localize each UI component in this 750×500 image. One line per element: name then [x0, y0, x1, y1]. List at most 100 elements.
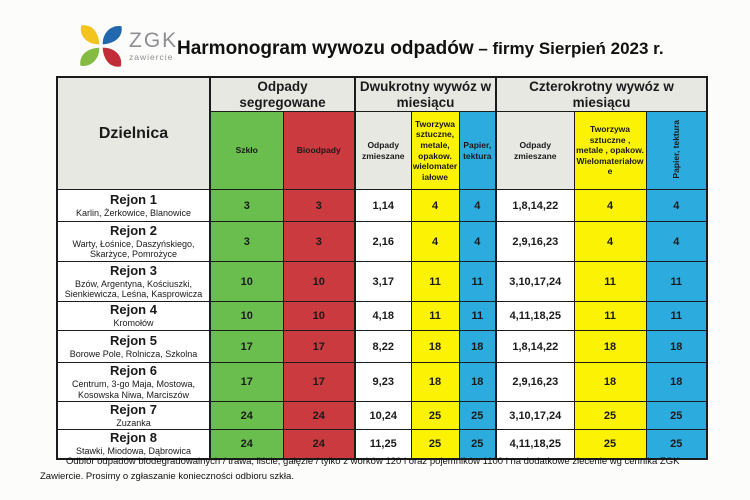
cell-tworzywa-4x: 11 [573, 261, 647, 303]
logo-zgk-label: ZGK [129, 29, 179, 53]
region-name: Rejon 6 [110, 363, 157, 379]
subheader-papier-4x: Papier, tektura [645, 111, 709, 191]
cell-odpady-zmieszane-2x: 8,22 [354, 330, 412, 364]
subheader-tworzywa-2x: Tworzywa sztuczne, metale, opakow. wielo… [410, 111, 460, 191]
cell-odpady-zmieszane-2x: 9,23 [354, 362, 412, 403]
cell-odpady-zmieszane-2x: 10,24 [354, 401, 412, 431]
table-row: Rejon 4 Kromołów 10 10 4,18 11 11 4,11,1… [56, 301, 709, 332]
region-streets: Borowe Pole, Rolnicza, Szkolna [69, 348, 198, 359]
cell-tworzywa-2x: 18 [410, 330, 460, 364]
cell-odpady-zmieszane-4x: 3,10,17,24 [495, 261, 575, 303]
cell-papier-4x: 11 [645, 261, 709, 303]
cell-papier-2x: 11 [458, 261, 498, 303]
table-row: Rejon 3 Bzów, Argentyna, Kościuszki, Sie… [56, 261, 709, 303]
region-name: Rejon 2 [110, 222, 157, 238]
cell-tworzywa-4x: 18 [573, 362, 647, 403]
page-title: Harmonogram wywozu odpadów – firmy Sierp… [177, 38, 697, 60]
table-row: Rejon 2 Warty, Łośnice, Daszyńskiego, Sk… [56, 221, 709, 263]
region-name: Rejon 8 [110, 430, 157, 446]
region-streets: Karlin, Żerkowice, Blanowice [75, 207, 192, 218]
cell-papier-2x: 18 [458, 330, 498, 364]
cell-tworzywa-4x: 4 [573, 221, 647, 263]
cell-odpady-zmieszane-4x: 3,10,17,24 [495, 401, 575, 431]
cell-bioodpady: 3 [282, 221, 357, 263]
region-name: Rejon 1 [110, 191, 157, 207]
cell-odpady-zmieszane-2x: 4,18 [354, 301, 412, 332]
cell-papier-4x: 25 [645, 429, 709, 460]
footer-note: Odbiór odpadów biodegradowalnych / trawa… [40, 456, 680, 482]
cell-bioodpady: 10 [282, 261, 357, 303]
cell-papier-4x: 18 [645, 330, 709, 364]
cell-szklo: 17 [209, 330, 284, 364]
subheader-tworzywa-4x: Tworzywa sztuczne , metale , opakow. Wie… [573, 111, 647, 191]
subheader-odpady-zmieszane-2x: Odpady zmieszane [354, 111, 412, 191]
district-cell: Rejon 7 Zuzanka [56, 401, 211, 431]
table-row: Rejon 7 Zuzanka 24 24 10,24 25 25 3,10,1… [56, 401, 709, 431]
cell-odpady-zmieszane-2x: 2,16 [354, 221, 412, 263]
page-title-suffix: – firmy Sierpień 2023 r. [473, 39, 664, 58]
cell-bioodpady: 17 [282, 330, 357, 364]
cell-tworzywa-2x: 25 [410, 401, 460, 431]
cell-szklo: 10 [209, 301, 284, 332]
group-header-segregowane: Odpady segregowane [209, 76, 357, 113]
cell-odpady-zmieszane-2x: 11,25 [354, 429, 412, 460]
region-streets: Stawki, Miodowa, Dąbrowica [75, 446, 192, 457]
subheader-odpady-zmieszane-4x: Odpady zmieszane [495, 111, 575, 191]
cell-tworzywa-4x: 4 [573, 189, 647, 223]
cell-tworzywa-4x: 18 [573, 330, 647, 364]
cell-bioodpady: 17 [282, 362, 357, 403]
logo-text: ZGK zawiercie [129, 30, 178, 62]
cell-papier-2x: 4 [458, 221, 498, 263]
cell-papier-4x: 25 [645, 401, 709, 431]
subheader-papier-2x: Papier, tektura [458, 111, 498, 191]
waste-schedule-table: Dzielnica Odpady segregowane Dwukrotny w… [56, 76, 709, 460]
cell-papier-4x: 18 [645, 362, 709, 403]
cell-szklo: 17 [209, 362, 284, 403]
district-cell: Rejon 2 Warty, Łośnice, Daszyńskiego, Sk… [56, 221, 211, 263]
cell-bioodpady: 3 [282, 189, 357, 223]
subheader-szklo: Szkło [209, 111, 284, 191]
logo-zawiercie-label: zawiercie [129, 52, 174, 63]
region-streets: Bzów, Argentyna, Kościuszki, Sienkiewicz… [64, 278, 203, 299]
region-streets: Warty, Łośnice, Daszyńskiego, Skarżyce, … [72, 238, 195, 259]
subheader-bioodpady: Bioodpady [282, 111, 357, 191]
region-name: Rejon 7 [110, 402, 157, 418]
cell-odpady-zmieszane-4x: 1,8,14,22 [495, 330, 575, 364]
cell-tworzywa-2x: 25 [410, 429, 460, 460]
cell-papier-4x: 4 [645, 221, 709, 263]
cell-szklo: 24 [209, 401, 284, 431]
leaf-pinwheel-icon [80, 25, 122, 67]
region-streets: Kromołów [113, 318, 154, 329]
column-header-dzielnica: Dzielnica [56, 76, 211, 191]
region-name: Rejon 4 [110, 302, 157, 318]
group-header-czterokrotny: Czterokrotny wywóz w miesiącu [495, 76, 709, 113]
cell-tworzywa-4x: 25 [573, 429, 647, 460]
cell-szklo: 3 [209, 221, 284, 263]
cell-papier-2x: 11 [458, 301, 498, 332]
cell-bioodpady: 10 [282, 301, 357, 332]
cell-tworzywa-2x: 11 [410, 261, 460, 303]
district-cell: Rejon 3 Bzów, Argentyna, Kościuszki, Sie… [56, 261, 211, 303]
region-streets: Zuzanka [116, 417, 151, 428]
zgk-logo: ZGK zawiercie [78, 20, 198, 72]
cell-papier-2x: 4 [458, 189, 498, 223]
district-cell: Rejon 6 Centrum, 3-go Maja, Mostowa, Kos… [56, 362, 211, 403]
table-row: Rejon 6 Centrum, 3-go Maja, Mostowa, Kos… [56, 362, 709, 403]
district-cell: Rejon 4 Kromołów [56, 301, 211, 332]
table-row: Rejon 1 Karlin, Żerkowice, Blanowice 3 3… [56, 189, 709, 223]
cell-odpady-zmieszane-4x: 2,9,16,23 [495, 362, 575, 403]
cell-tworzywa-4x: 11 [573, 301, 647, 332]
cell-szklo: 24 [209, 429, 284, 460]
cell-odpady-zmieszane-4x: 4,11,18,25 [495, 429, 575, 460]
district-cell: Rejon 8 Stawki, Miodowa, Dąbrowica [56, 429, 211, 460]
group-header-dwukrotny: Dwukrotny wywóz w miesiącu [354, 76, 498, 113]
cell-odpady-zmieszane-4x: 4,11,18,25 [495, 301, 575, 332]
region-streets: Centrum, 3-go Maja, Mostowa, Kosowska Ni… [71, 379, 196, 400]
cell-odpady-zmieszane-4x: 1,8,14,22 [495, 189, 575, 223]
cell-papier-4x: 11 [645, 301, 709, 332]
district-cell: Rejon 1 Karlin, Żerkowice, Blanowice [56, 189, 211, 223]
cell-papier-2x: 25 [458, 429, 498, 460]
cell-bioodpady: 24 [282, 401, 357, 431]
cell-szklo: 3 [209, 189, 284, 223]
